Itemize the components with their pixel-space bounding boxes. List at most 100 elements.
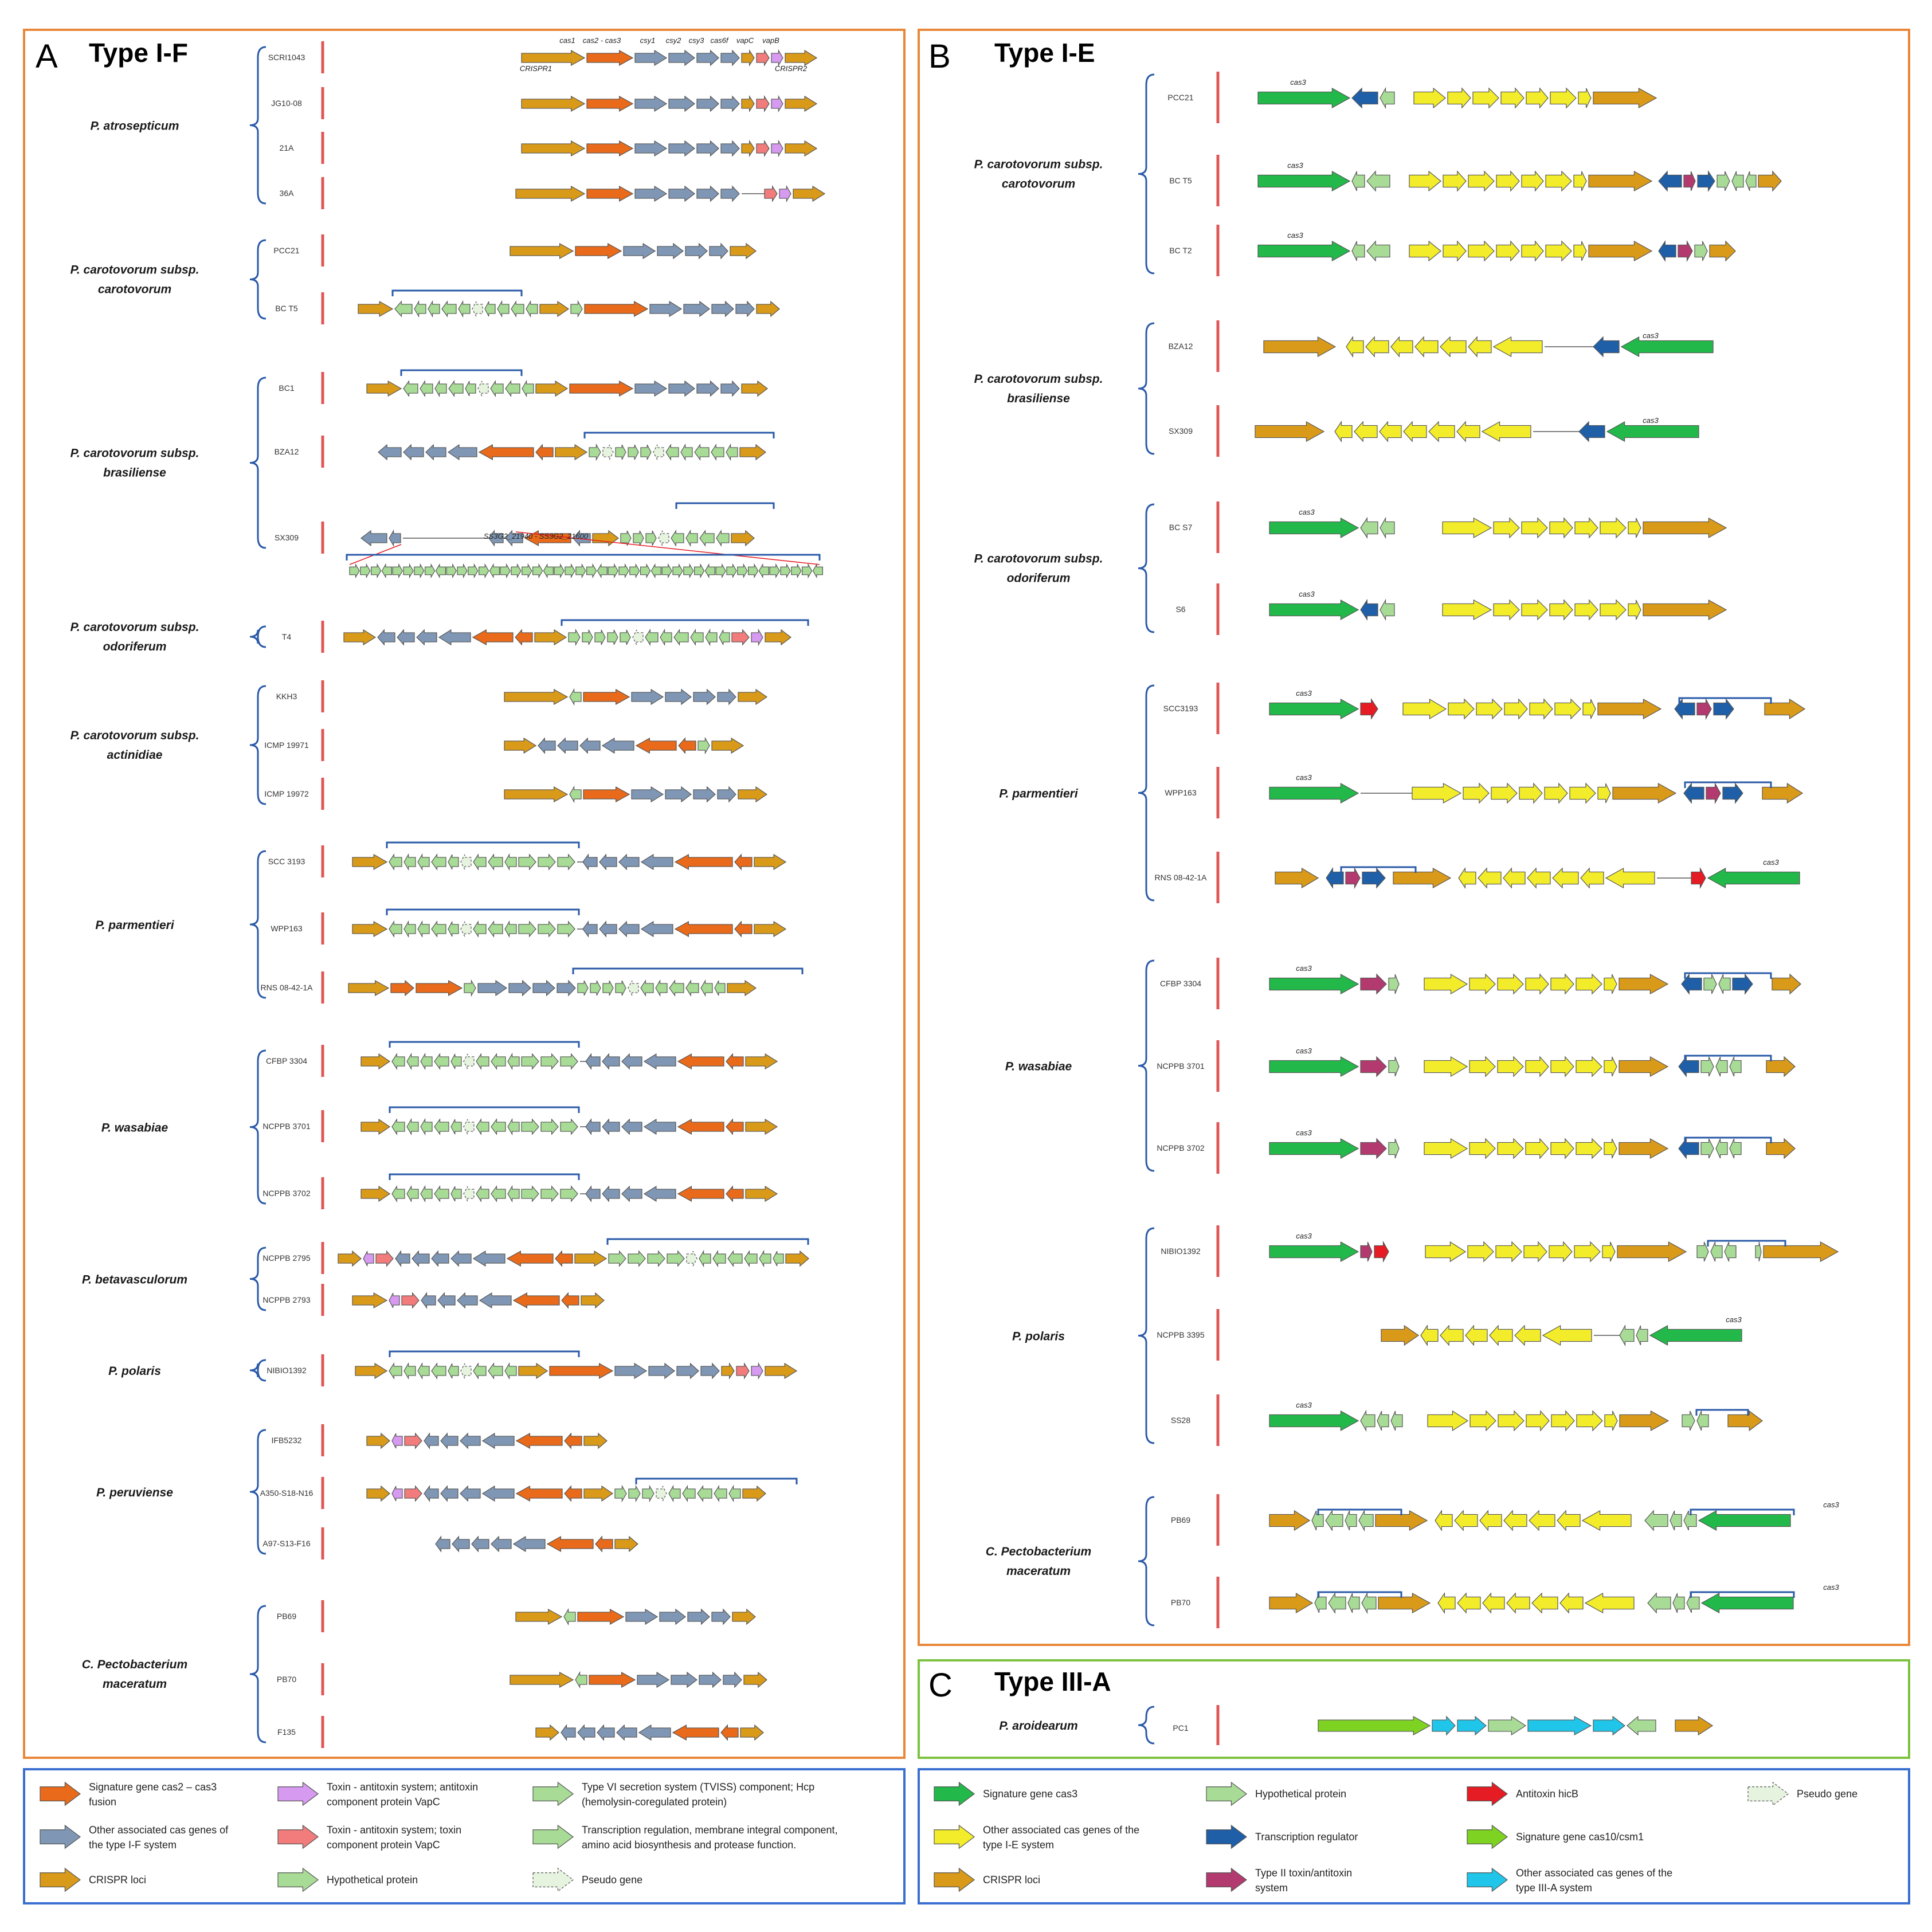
strain-label: WPP163 — [271, 924, 302, 933]
gene-label: cas3 — [1296, 1401, 1312, 1409]
locus-gene-arrow — [355, 1362, 388, 1380]
locus-gene-arrow — [653, 444, 664, 460]
locus-gene-arrow — [1414, 336, 1439, 358]
locus-gene-arrow — [560, 1053, 578, 1070]
locus-gene-arrow — [1442, 599, 1492, 621]
locus-gene-arrow — [1573, 241, 1587, 261]
locus-gene-arrow — [473, 920, 487, 938]
locus-gene-arrow — [1525, 1056, 1549, 1077]
locus-gene-arrow — [668, 380, 695, 397]
locus-gene-arrow — [1311, 1510, 1324, 1531]
locus-gene-arrow — [535, 380, 569, 397]
panel-c-title: Type III-A — [994, 1667, 1111, 1696]
locus-gene-arrow — [505, 380, 520, 397]
locus-gene-arrow — [560, 1185, 578, 1202]
locus-gene-arrow — [608, 1250, 626, 1267]
locus-gene-arrow — [592, 530, 619, 547]
locus-gene-arrow — [534, 629, 567, 646]
locus-gene-arrow — [404, 1485, 422, 1502]
species-label: P. polaris — [1012, 1330, 1065, 1343]
locus-gene-arrow — [615, 444, 626, 460]
locus-gene-arrow — [472, 629, 514, 646]
locus-gene-arrow — [507, 1118, 520, 1136]
locus-gene-arrow — [420, 1118, 433, 1136]
locus-gene-arrow — [1549, 1241, 1573, 1263]
locus-gene-arrow — [1393, 867, 1452, 889]
legend-a: Signature gene cas2 – cas3 fusion Other as… — [40, 1781, 838, 1892]
locus-gene-arrow — [739, 444, 766, 461]
gene-label: cas3 — [1296, 773, 1312, 782]
locus-gene-arrow — [510, 1671, 574, 1688]
locus-gene-arrow — [521, 49, 586, 66]
strain-label: PCC21 — [1167, 93, 1193, 102]
locus-gene-arrow — [477, 979, 508, 997]
locus-gene-arrow — [731, 530, 755, 547]
locus-gene-arrow — [464, 979, 476, 997]
sx309-cluster-gene — [511, 563, 522, 579]
locus-gene-arrow — [671, 529, 684, 547]
locus-gene-arrow — [1360, 973, 1387, 995]
locus-gene-arrow — [1493, 599, 1520, 621]
locus-gene-arrow — [564, 1432, 582, 1449]
locus-gene-arrow — [1440, 1324, 1464, 1346]
locus-gene-arrow — [581, 1292, 605, 1309]
locus-gene-arrow — [1412, 782, 1462, 804]
locus-gene-arrow — [569, 688, 582, 706]
locus-gene-arrow — [635, 737, 677, 754]
locus-gene-arrow — [476, 1185, 489, 1203]
locus-gene-arrow — [742, 1485, 766, 1502]
locus-gene-arrow — [1456, 421, 1480, 442]
locus-gene-arrow — [1696, 1410, 1709, 1431]
gene-label: CRISPR1 — [520, 64, 552, 73]
cluster-brace — [386, 841, 580, 848]
cluster-brace — [1678, 697, 1772, 704]
legend-text: system — [1255, 1882, 1288, 1894]
locus-gene-arrow — [674, 853, 733, 871]
species-label: P. carotovorum subsp. — [70, 729, 199, 742]
locus-gene-arrow — [1479, 1510, 1502, 1531]
locus-gene-arrow — [1424, 1138, 1468, 1159]
locus-gene-arrow — [1504, 698, 1528, 720]
locus-gene-arrow — [1713, 698, 1734, 720]
locus-gene-arrow — [1678, 1056, 1699, 1077]
locus-gene-arrow — [1469, 973, 1496, 995]
locus-gene-arrow — [1506, 1592, 1530, 1614]
locus-gene-arrow — [434, 1185, 449, 1202]
strain-label: F135 — [277, 1727, 296, 1737]
locus-gene-arrow — [577, 980, 589, 996]
locus-gene-arrow — [1377, 1410, 1389, 1431]
locus-gene-arrow — [1606, 421, 1699, 442]
locus-gene-arrow — [1366, 170, 1390, 192]
species-bracket — [249, 850, 267, 999]
locus-gene-arrow — [1729, 1138, 1742, 1159]
locus-gene-arrow — [1700, 1592, 1794, 1614]
locus-gene-arrow — [726, 1053, 744, 1070]
locus-gene-arrow — [549, 1362, 614, 1380]
locus-gene-arrow — [586, 95, 634, 112]
locus-gene-arrow — [634, 95, 668, 112]
locus-gene-arrow — [540, 1118, 559, 1135]
locus-gene-arrow — [696, 49, 719, 66]
locus-gene-arrow — [1710, 1241, 1723, 1262]
locus-gene-arrow — [1578, 421, 1605, 442]
locus-gene-arrow — [560, 1118, 578, 1135]
locus-gene-arrow — [1491, 782, 1518, 804]
cluster-brace — [572, 967, 804, 974]
locus-gene-arrow — [1443, 240, 1467, 262]
locus-gene-arrow — [1593, 336, 1620, 358]
locus-gene-arrow — [555, 1250, 573, 1267]
locus-gene-arrow — [1424, 973, 1468, 995]
strain-label: IFB5232 — [272, 1436, 302, 1445]
locus-gene-arrow — [668, 49, 695, 66]
locus-gene-arrow — [1463, 782, 1490, 804]
locus-gene-arrow — [628, 444, 639, 460]
strain-label: A350-S18-N16 — [260, 1488, 313, 1498]
sx309-cluster-gene — [683, 563, 694, 579]
locus-gene-arrow — [625, 1608, 659, 1625]
locus-gene-arrow — [1755, 1241, 1762, 1262]
locus-gene-arrow — [412, 1250, 430, 1267]
legend-text: Transcription regulation, membrane integ… — [582, 1824, 838, 1836]
locus-gene-arrow — [628, 980, 639, 996]
locus-gene-arrow — [634, 140, 668, 157]
gene-label: cas3 — [1296, 1128, 1312, 1137]
